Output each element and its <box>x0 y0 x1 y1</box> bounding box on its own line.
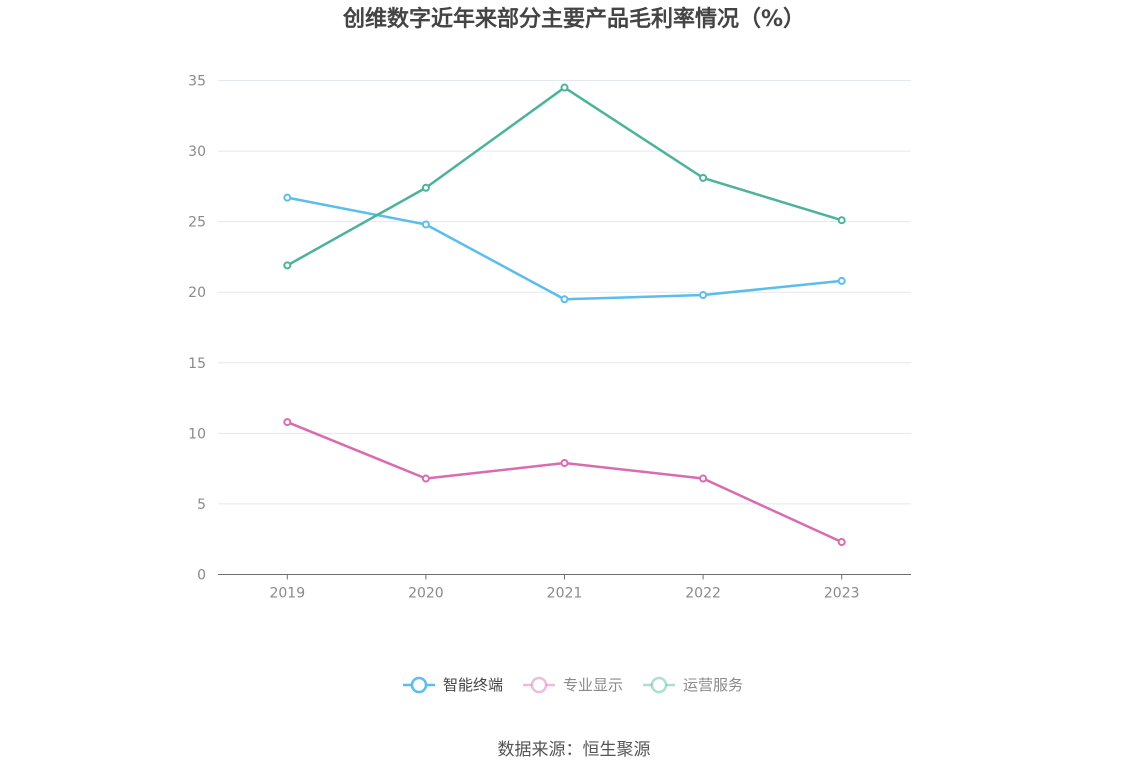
legend-label: 专业显示 <box>563 676 623 694</box>
data-point <box>421 220 430 229</box>
source-note: 数据来源：恒生聚源 <box>498 740 651 760</box>
x-tick-label: 2023 <box>824 586 860 602</box>
series-2 <box>283 418 846 547</box>
data-point <box>283 261 292 270</box>
y-tick-label: 20 <box>188 285 206 301</box>
x-tick-label: 2020 <box>408 586 444 602</box>
data-point <box>837 538 846 547</box>
data-point <box>560 83 569 92</box>
data-point <box>560 295 569 304</box>
y-tick-label: 5 <box>197 497 206 513</box>
data-point <box>699 291 708 300</box>
legend-label: 运营服务 <box>683 676 743 694</box>
legend-label: 智能终端 <box>443 676 503 694</box>
legend-item-3[interactable]: 运营服务 <box>643 676 743 694</box>
legend-marker <box>650 676 668 694</box>
data-point <box>699 474 708 483</box>
data-point <box>837 216 846 225</box>
series-line <box>286 420 843 544</box>
data-point <box>421 474 430 483</box>
legend-marker <box>530 676 548 694</box>
legend-marker <box>410 676 428 694</box>
legend-item-1[interactable]: 智能终端 <box>403 676 503 694</box>
data-point <box>283 418 292 427</box>
data-point <box>699 173 708 182</box>
series-layer <box>283 83 846 547</box>
x-tick-label: 2022 <box>685 586 721 602</box>
series-line <box>286 86 843 267</box>
y-tick-label: 30 <box>188 144 206 160</box>
data-point <box>421 183 430 192</box>
series-3 <box>283 83 846 270</box>
chart-title: 创维数字近年来部分主要产品毛利率情况（%） <box>342 6 805 32</box>
data-point <box>837 276 846 285</box>
series-line <box>287 196 842 301</box>
data-point <box>283 193 292 202</box>
axis-layer: 0 5 10 15 20 25 30 35 2019 2020 2021 2022 2023 <box>188 74 911 602</box>
x-tick-label: 2019 <box>269 586 305 602</box>
y-tick-label: 0 <box>197 568 206 584</box>
y-tick-label: 10 <box>188 426 206 442</box>
y-tick-label: 35 <box>188 74 206 90</box>
y-tick-label: 15 <box>188 356 206 372</box>
series-1 <box>283 193 846 304</box>
x-tick-label: 2021 <box>547 586 583 602</box>
legend-item-2[interactable]: 专业显示 <box>523 676 623 694</box>
grid-layer <box>218 80 911 505</box>
y-tick-label: 25 <box>188 215 206 231</box>
legend: 智能终端 专业显示 运营服务 <box>403 676 743 694</box>
data-point <box>560 458 569 467</box>
